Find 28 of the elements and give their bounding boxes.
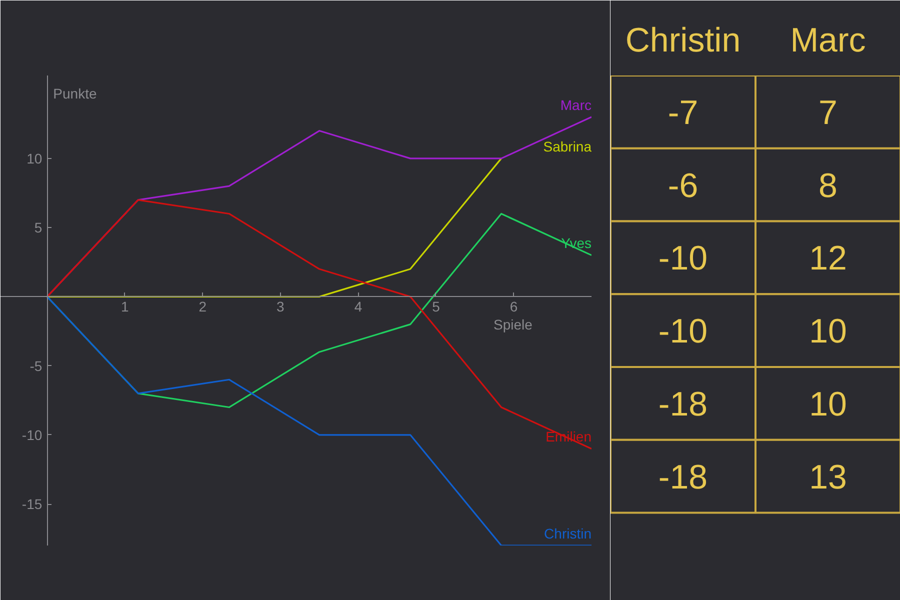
x-tick-label: 3	[276, 298, 285, 315]
x-tick-label: 5	[432, 298, 440, 315]
data-label: 13	[809, 458, 847, 496]
y-axis-title: Punkte	[53, 86, 97, 102]
x-axis-title: Spiele	[494, 316, 533, 333]
x-tick-label: 6	[510, 298, 518, 315]
data-label: 10	[809, 312, 847, 351]
series-label: Christin	[544, 526, 592, 542]
data-label: 10	[809, 385, 847, 424]
data-label: -10	[658, 312, 708, 351]
x-tick-label: 2	[198, 298, 207, 315]
y-tick-label: 5	[34, 220, 42, 236]
data-label: 12	[809, 240, 847, 278]
data-label: -10	[658, 240, 708, 278]
y-tick-label: -15	[22, 496, 42, 512]
data-label: 7	[818, 94, 838, 132]
y-tick-label: -5	[30, 358, 42, 374]
y-tick-label: 10	[26, 150, 42, 166]
data-label: -7	[668, 94, 698, 132]
series-label: Marc	[560, 96, 592, 113]
data-label: -18	[658, 385, 708, 424]
y-tick-label: -10	[22, 426, 42, 443]
text: Sabrina	[543, 138, 592, 154]
x-tick-label: 4	[354, 298, 362, 315]
data-label: 8	[818, 166, 838, 205]
x-tick-label: 1	[121, 298, 130, 315]
data-label: -6	[668, 166, 698, 205]
data-label: -18	[658, 458, 708, 496]
